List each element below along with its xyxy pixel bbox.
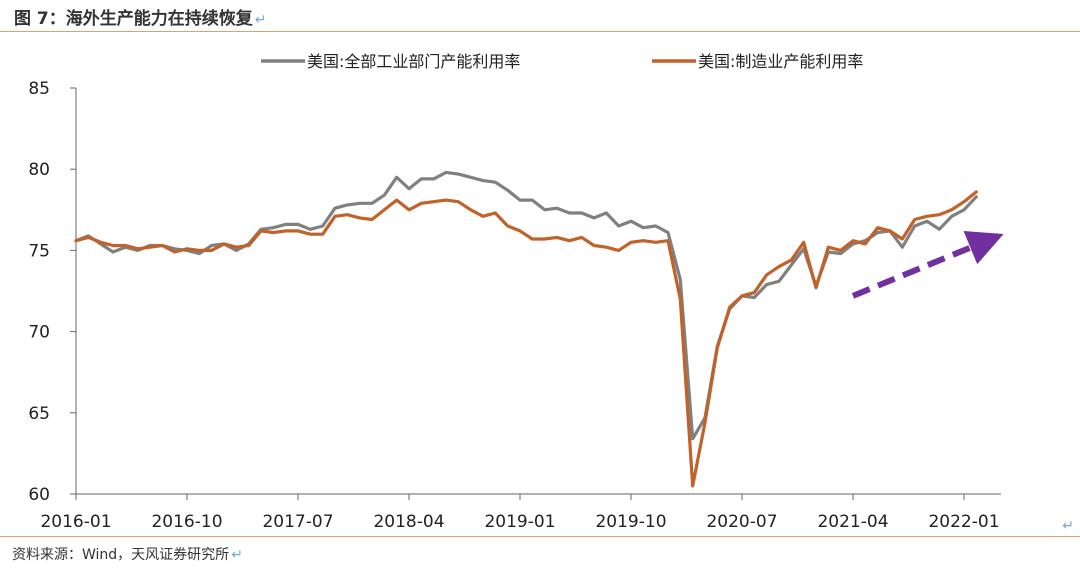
trend-annotation xyxy=(851,230,1004,299)
legend-label-2: 美国:制造业产能利用率 xyxy=(698,52,863,71)
figure-title-text: 图 7：海外生产能力在持续恢复 xyxy=(14,9,253,29)
series-lines xyxy=(74,170,978,488)
x-tick-label: 2020-07 xyxy=(706,512,777,532)
series-line-2 xyxy=(74,190,978,488)
y-tick-label: 70 xyxy=(28,323,50,343)
legend-label-1: 美国:全部工业部门产能利用率 xyxy=(307,52,520,71)
trend-arrow xyxy=(851,230,1004,299)
series-line-1 xyxy=(74,170,978,441)
x-tick-label: 2018-04 xyxy=(373,512,444,532)
y-tick-label: 75 xyxy=(28,241,50,261)
x-tick-label: 2019-01 xyxy=(484,512,555,532)
x-tick-label: 2016-01 xyxy=(40,512,111,532)
x-tick-label: 2017-07 xyxy=(262,512,333,532)
paragraph-return-icon: ↵ xyxy=(1062,518,1074,534)
y-tick-label: 60 xyxy=(28,485,50,505)
source-note: 资料来源：Wind，天风证券研究所 ↵ xyxy=(12,544,243,564)
paragraph-return-icon: ↵ xyxy=(254,12,267,28)
top-divider xyxy=(0,31,1080,32)
axes: 60 65 70 75 80 85 2016-01 2016-10 2017-07 2018-04… xyxy=(28,79,1001,532)
bottom-divider xyxy=(0,536,1080,537)
y-tick-label: 80 xyxy=(28,160,50,180)
x-tick-label: 2022-01 xyxy=(928,512,999,532)
x-tick-label: 2016-10 xyxy=(151,512,222,532)
paragraph-return-icon: ↵ xyxy=(231,547,243,563)
y-tick-label: 65 xyxy=(28,404,50,424)
y-tick-label: 85 xyxy=(28,79,50,99)
figure-title: 图 7：海外生产能力在持续恢复 ↵ xyxy=(14,4,266,29)
source-text: 资料来源：Wind，天风证券研究所 xyxy=(12,547,230,563)
legend: 美国:全部工业部门产能利用率 美国:制造业产能利用率 xyxy=(261,52,863,71)
x-tick-label: 2019-10 xyxy=(595,512,666,532)
x-tick-label: 2021-04 xyxy=(817,512,888,532)
